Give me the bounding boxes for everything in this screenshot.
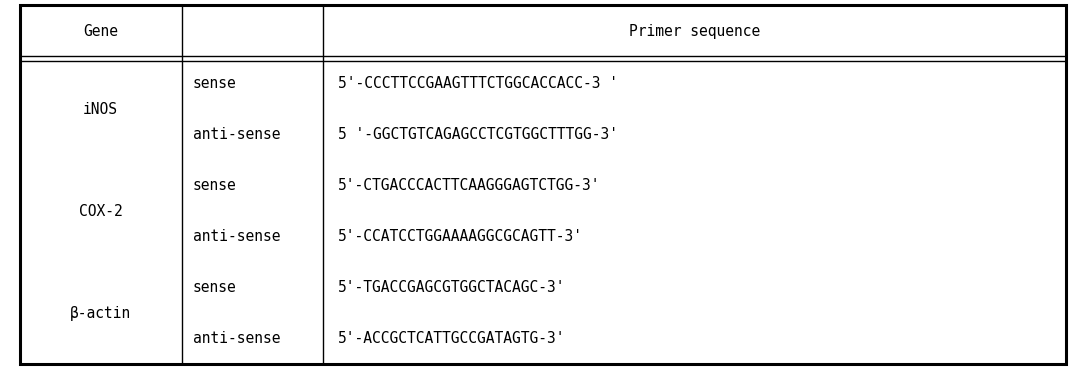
Text: Primer sequence: Primer sequence	[629, 24, 760, 39]
Text: sense: sense	[192, 280, 237, 295]
Text: 5'-CTGACCCACTTCAAGGGAGTCTGG-3': 5'-CTGACCCACTTCAAGGGAGTCTGG-3'	[339, 178, 601, 193]
Text: Gene: Gene	[84, 24, 118, 39]
Text: sense: sense	[192, 178, 237, 193]
Text: 5'-CCCTTCCGAAGTTTCTGGCACCACC-3 ': 5'-CCCTTCCGAAGTTTCTGGCACCACC-3 '	[339, 76, 618, 92]
Text: anti-sense: anti-sense	[192, 229, 280, 244]
Text: 5 '-GGCTGTCAGAGCCTCGTGGCTTTGG-3': 5 '-GGCTGTCAGAGCCTCGTGGCTTTGG-3'	[339, 127, 618, 142]
Text: 5'-ACCGCTCATTGCCGATAGTG-3': 5'-ACCGCTCATTGCCGATAGTG-3'	[339, 331, 566, 346]
Text: 5'-TGACCGAGCGTGGCTACAGC-3': 5'-TGACCGAGCGTGGCTACAGC-3'	[339, 280, 566, 295]
Text: anti-sense: anti-sense	[192, 127, 280, 142]
Text: β-actin: β-actin	[71, 306, 131, 321]
Text: COX-2: COX-2	[79, 204, 123, 219]
Text: anti-sense: anti-sense	[192, 331, 280, 346]
Text: 5'-CCATCCTGGAAAAGGCGCAGTT-3': 5'-CCATCCTGGAAAAGGCGCAGTT-3'	[339, 229, 583, 244]
Text: iNOS: iNOS	[84, 102, 118, 117]
Text: sense: sense	[192, 76, 237, 92]
